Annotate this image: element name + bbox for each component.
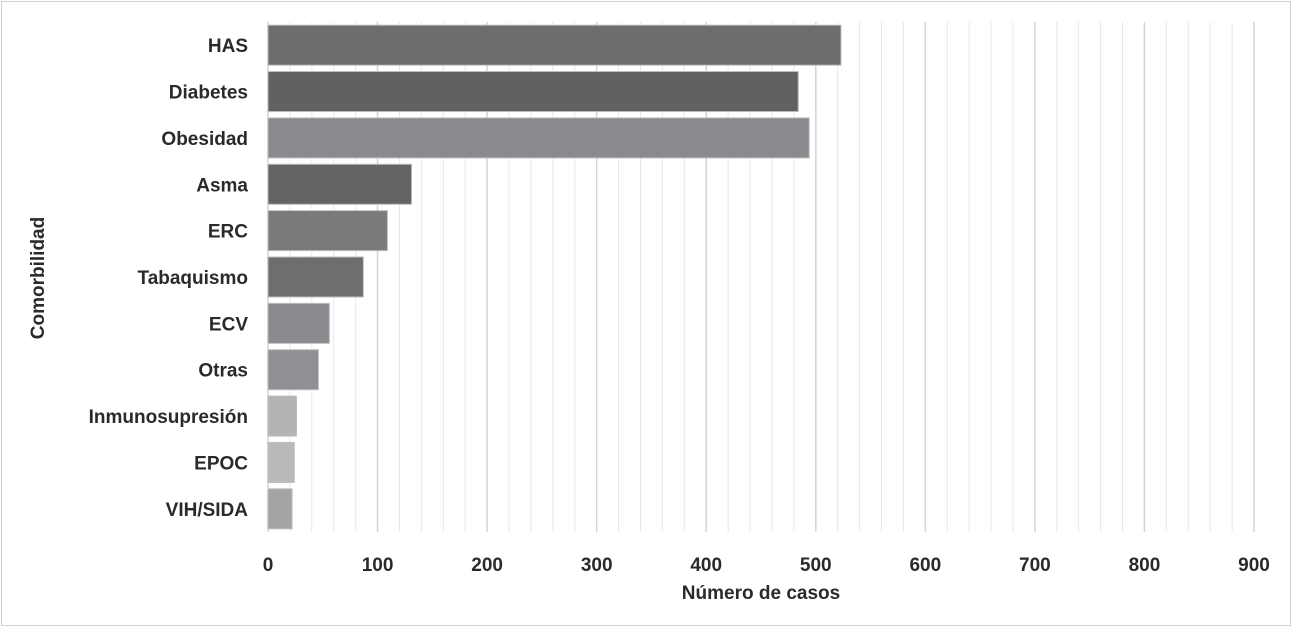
- x-tick-label: 600: [909, 555, 941, 576]
- category-label: HAS: [208, 36, 248, 57]
- bar-has: [267, 24, 842, 66]
- y-axis-label: Comorbilidad: [28, 217, 49, 339]
- x-tick-label: 700: [1019, 555, 1051, 576]
- x-tick-label: 100: [362, 555, 394, 576]
- category-label: Tabaquismo: [138, 268, 249, 289]
- category-label: EPOC: [194, 453, 248, 474]
- category-label: VIH/SIDA: [166, 500, 249, 521]
- category-label: ECV: [209, 314, 248, 335]
- bar-obesidad: [267, 117, 810, 159]
- bar-diabetes: [267, 71, 799, 113]
- x-tick-label: 900: [1238, 555, 1270, 576]
- bar-erc: [267, 210, 388, 252]
- x-tick-label: 800: [1129, 555, 1161, 576]
- category-label: Diabetes: [169, 83, 248, 104]
- bar-otras: [267, 349, 319, 391]
- bar-asma: [267, 163, 413, 205]
- x-tick-label: 500: [800, 555, 832, 576]
- x-tick-label: 300: [581, 555, 613, 576]
- bar-epoc: [267, 441, 295, 483]
- category-label: Inmunosupresión: [89, 407, 248, 428]
- bar-vih-sida: [267, 488, 293, 530]
- x-tick-label: 0: [263, 555, 274, 576]
- x-axis-label: Número de casos: [682, 583, 840, 604]
- bars: [267, 24, 842, 530]
- x-tick-label: 400: [690, 555, 722, 576]
- bar-inmunosupresi-n: [267, 395, 297, 437]
- category-label: Asma: [196, 175, 248, 196]
- category-labels: HAS Diabetes Obesidad Asma ERC Tabaquismo ECV O…: [89, 36, 249, 521]
- category-label: Otras: [198, 361, 248, 382]
- x-tick-label: 200: [471, 555, 503, 576]
- bar-ecv: [267, 302, 330, 344]
- category-label: ERC: [208, 222, 248, 243]
- x-tick-labels: 0 100 200 300 400 500 600 700 800 900: [263, 555, 1270, 576]
- bar-tabaquismo: [267, 256, 364, 298]
- category-label: Obesidad: [161, 129, 248, 150]
